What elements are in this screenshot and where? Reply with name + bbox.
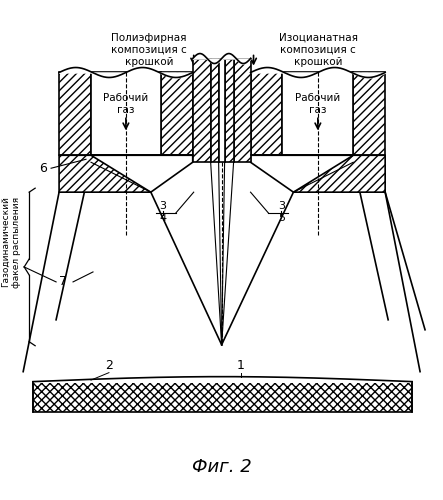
Bar bbox=[225, 58, 233, 162]
Text: 6: 6 bbox=[39, 162, 47, 174]
Bar bbox=[161, 72, 193, 156]
Bar bbox=[59, 72, 91, 156]
Text: 1: 1 bbox=[237, 358, 245, 372]
Text: Фиг. 2: Фиг. 2 bbox=[192, 458, 252, 476]
Text: 3: 3 bbox=[159, 201, 166, 211]
Polygon shape bbox=[91, 156, 193, 192]
Bar bbox=[33, 382, 412, 412]
Polygon shape bbox=[251, 156, 353, 192]
Bar bbox=[33, 372, 412, 382]
Text: Рабочий
газ: Рабочий газ bbox=[103, 92, 148, 115]
Text: Изоцианатная
композиция с
крошкой: Изоцианатная композиция с крошкой bbox=[279, 32, 358, 68]
Polygon shape bbox=[293, 156, 385, 192]
Bar bbox=[91, 72, 161, 156]
Bar bbox=[251, 72, 283, 156]
Bar bbox=[283, 72, 353, 156]
Text: 5: 5 bbox=[278, 213, 285, 223]
Text: 3: 3 bbox=[278, 201, 285, 211]
Bar bbox=[353, 72, 385, 156]
Text: Газодинамический
факел распыления: Газодинамический факел распыления bbox=[1, 196, 21, 288]
Bar bbox=[211, 58, 219, 162]
Text: 4: 4 bbox=[159, 213, 167, 223]
Bar bbox=[219, 58, 225, 162]
Polygon shape bbox=[59, 156, 151, 192]
Text: 2: 2 bbox=[105, 358, 113, 372]
Text: Полиэфирная
композиция с
крошкой: Полиэфирная композиция с крошкой bbox=[111, 32, 187, 68]
Bar bbox=[233, 58, 251, 162]
Text: 7: 7 bbox=[59, 276, 67, 288]
Text: Рабочий
газ: Рабочий газ bbox=[295, 92, 341, 115]
Bar bbox=[193, 58, 211, 162]
